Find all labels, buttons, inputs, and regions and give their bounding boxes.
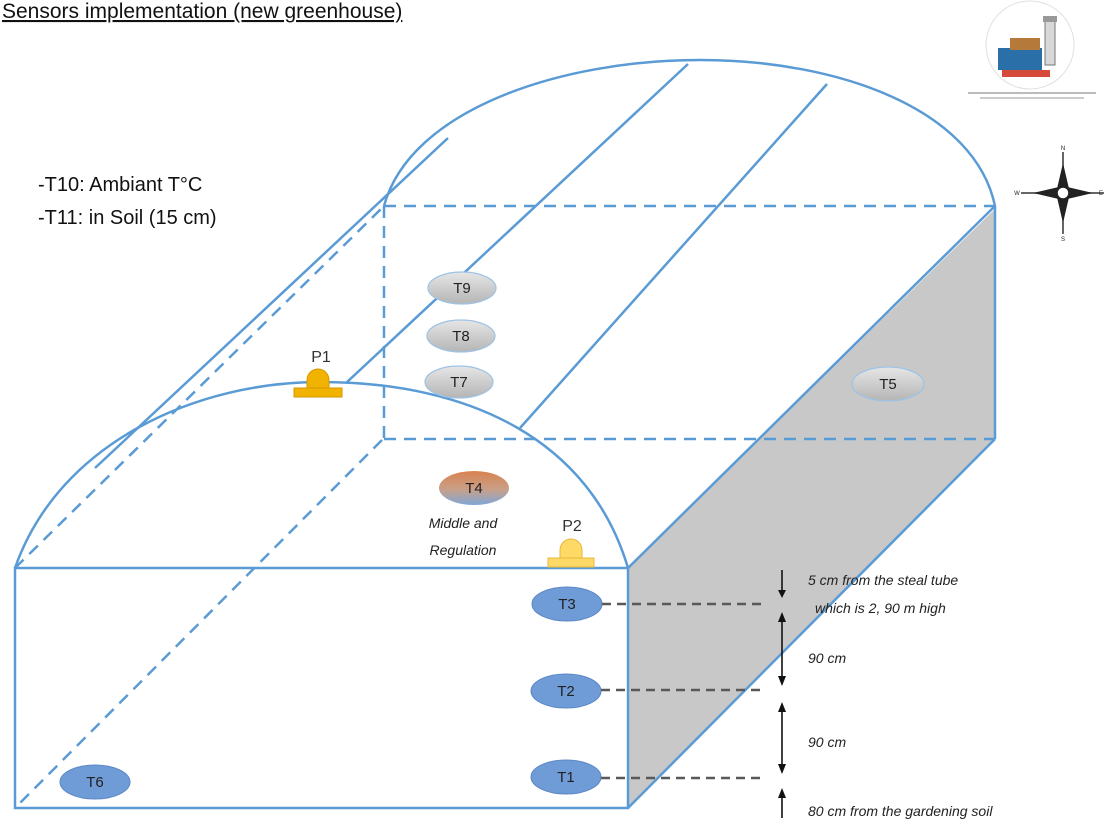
svg-text:T2: T2 xyxy=(557,683,575,700)
svg-text:T3: T3 xyxy=(558,596,576,613)
svg-text:T4: T4 xyxy=(465,480,483,497)
back-arch xyxy=(382,58,997,207)
sensor-t7: T7 xyxy=(424,365,494,399)
svg-text:T6: T6 xyxy=(86,774,104,791)
sensor-t5: T5 xyxy=(851,366,925,402)
sensor-t8: T8 xyxy=(426,319,496,353)
svg-text:W: W xyxy=(1014,191,1020,197)
measurement-gap2: 90 cm xyxy=(808,734,846,750)
sensor-t6: T6 xyxy=(59,764,131,800)
front-wall xyxy=(13,566,630,810)
t4-note-line2: Regulation xyxy=(430,542,497,558)
sensor-t9: T9 xyxy=(427,271,497,305)
probe-p1: P1 xyxy=(293,349,343,398)
svg-text:T5: T5 xyxy=(879,376,897,393)
measurement-bottom: 80 cm from the gardening soil xyxy=(808,803,993,819)
svg-text:T8: T8 xyxy=(452,328,470,345)
diagram-title: Sensors implementation (new greenhouse) xyxy=(2,0,402,23)
probe-p2-label: P2 xyxy=(562,518,582,535)
side-wall xyxy=(628,209,995,808)
back-frame xyxy=(14,204,995,809)
sensor-t4: T4 xyxy=(439,471,509,505)
svg-text:T7: T7 xyxy=(450,374,468,391)
roof-lines xyxy=(94,63,996,569)
svg-text:S: S xyxy=(1061,237,1065,243)
measurement-leaders xyxy=(601,602,765,780)
svg-text:T1: T1 xyxy=(557,769,575,786)
legend-t11: -T11: in Soil (15 cm) xyxy=(38,207,217,229)
compass-rose-icon: N S W E xyxy=(1014,146,1104,243)
sensor-t2: T2 xyxy=(530,673,602,709)
sensor-t1: T1 xyxy=(530,759,602,795)
probe-p1-label: P1 xyxy=(311,349,331,366)
svg-text:N: N xyxy=(1061,146,1065,152)
legend-t10: -T10: Ambiant T°C xyxy=(38,174,202,196)
svg-text:T9: T9 xyxy=(453,280,471,297)
measurement-arrows xyxy=(778,570,786,818)
probe-p2: P2 xyxy=(547,518,595,568)
measurement-top-line1: 5 cm from the steal tube xyxy=(808,572,958,588)
measurement-top-line2: which is 2, 90 m high xyxy=(815,600,946,616)
sensor-t3: T3 xyxy=(531,586,603,622)
svg-text:E: E xyxy=(1099,191,1103,197)
logo-badge xyxy=(968,0,1096,99)
measurement-gap1: 90 cm xyxy=(808,650,846,666)
t4-note-line1: Middle and xyxy=(429,515,499,531)
